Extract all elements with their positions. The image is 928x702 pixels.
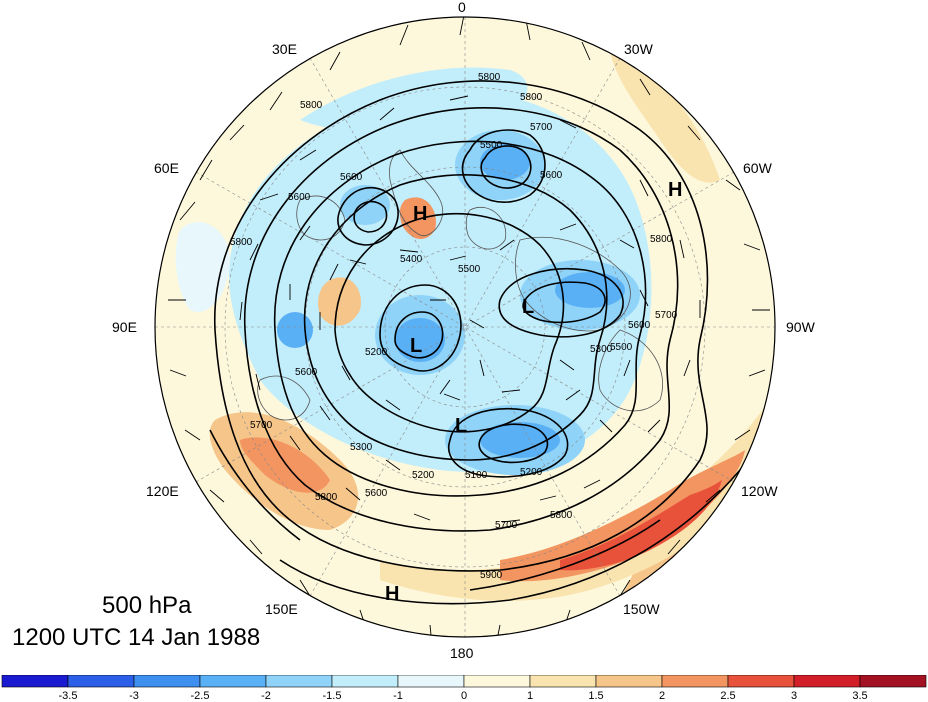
colorbar: -3.5 -3 -2.5 -2 -1.5 -1 0 1 1.5 2 2.5 3 3.5 [1, 675, 927, 702]
colorbar-box [199, 675, 267, 688]
title-level: 500 hPa [102, 592, 192, 619]
high-center-label: H [385, 583, 399, 605]
contour-label: 5700 [495, 520, 518, 531]
longitude-label: 120E [146, 483, 179, 499]
colorbar-tick-label: -3.5 [59, 690, 78, 702]
colorbar-ticks: -3.5 -3 -2.5 -2 -1.5 -1 0 1 1.5 2 2.5 3 3.5 [59, 690, 868, 702]
colorbar-tick-label: 3.5 [852, 690, 867, 702]
colorbar-box [331, 675, 399, 688]
contour-label: 5600 [288, 192, 311, 203]
colorbar-tick-label: 1 [527, 690, 533, 702]
colorbar-box [661, 675, 729, 688]
colorbar-box [397, 675, 465, 688]
longitude-label: 150E [265, 601, 298, 617]
contour-label: 5600 [365, 488, 388, 499]
contour-label: 5600 [340, 172, 363, 183]
contour-label: 5800 [300, 100, 323, 111]
contour-label: 5800 [315, 492, 338, 503]
colorbar-box [265, 675, 333, 688]
longitude-label: 30E [272, 41, 297, 57]
low-center-label: L [455, 415, 467, 437]
contour-label: 5900 [480, 570, 503, 581]
colorbar-tick-label: 2 [659, 690, 665, 702]
wind-barbs [168, 17, 770, 637]
contour-label: 5100 [465, 470, 488, 481]
contour-label: 5700 [530, 122, 553, 133]
graticule [155, 17, 775, 637]
contour-label: 5200 [412, 470, 435, 481]
colorbar-box [595, 675, 663, 688]
contour-label: 5800 [520, 92, 543, 103]
contour-label: 5200 [365, 347, 388, 358]
longitude-labels: 0 30W 60W 90W 120W 150W 180 150E 120E 90… [112, 0, 816, 661]
colorbar-box [529, 675, 597, 688]
colorbar-box [859, 675, 927, 688]
longitude-label: 180 [450, 645, 474, 661]
contour-label: 5500 [610, 342, 633, 353]
polar-stereographic-map: 5800 5800 5700 5500 5600 5600 5400 5800 … [112, 0, 816, 661]
colorbar-tick-label: 0 [461, 690, 467, 702]
colorbar-tick-label: -1.5 [323, 690, 342, 702]
contour-label: 5300 [590, 344, 613, 355]
longitude-label: 30W [624, 41, 654, 57]
longitude-label: 60W [743, 160, 773, 176]
low-center-label: L [522, 296, 534, 318]
contour-label: 5800 [650, 234, 673, 245]
anomaly-shading [155, 17, 775, 637]
longitude-label: 0 [458, 0, 466, 15]
longitude-label: 90W [786, 319, 816, 335]
colorbar-tick-label: -1 [393, 690, 403, 702]
contour-label: 5300 [350, 442, 373, 453]
contour-label: 5600 [295, 367, 318, 378]
colorbar-box [1, 675, 69, 688]
colorbar-box [133, 675, 201, 688]
colorbar-tick-label: -2 [261, 690, 271, 702]
contour-label: 5800 [230, 237, 253, 248]
contour-label-group: 5800 5800 5700 5500 5600 5600 5400 5800 … [230, 72, 678, 581]
contour-label: 5200 [520, 467, 543, 478]
longitude-label: 150W [623, 601, 660, 617]
title-datetime: 1200 UTC 14 Jan 1988 [12, 624, 261, 651]
contour-label: 5600 [628, 320, 651, 331]
colorbar-tick-label: 1.5 [588, 690, 603, 702]
contour-label: 5700 [250, 420, 273, 431]
longitude-label: 120W [741, 483, 778, 499]
map-boundary [154, 16, 776, 638]
colorbar-boxes [1, 675, 927, 688]
colorbar-box [793, 675, 861, 688]
colorbar-tick-label: -2.5 [191, 690, 210, 702]
contour-label: 5400 [400, 254, 423, 265]
colorbar-tick-label: 2.5 [720, 690, 735, 702]
contour-label: 5800 [550, 510, 573, 521]
contour-label: 5700 [655, 310, 678, 321]
colorbar-tick-label: -3 [129, 690, 139, 702]
high-center-label: H [668, 179, 682, 201]
longitude-label: 60E [154, 160, 179, 176]
contour-label: 5500 [458, 264, 481, 275]
colorbar-box [463, 675, 531, 688]
colorbar-box [67, 675, 135, 688]
high-center-label: H [413, 203, 427, 225]
contour-label: 5800 [478, 72, 501, 83]
longitude-label: 90E [112, 319, 137, 335]
colorbar-tick-label: 3 [791, 690, 797, 702]
colorbar-box [727, 675, 795, 688]
low-center-label: L [410, 335, 422, 357]
pressure-centers: H H L L L H [385, 179, 682, 605]
contour-label: 5500 [480, 140, 503, 151]
contour-label: 5600 [540, 170, 563, 181]
